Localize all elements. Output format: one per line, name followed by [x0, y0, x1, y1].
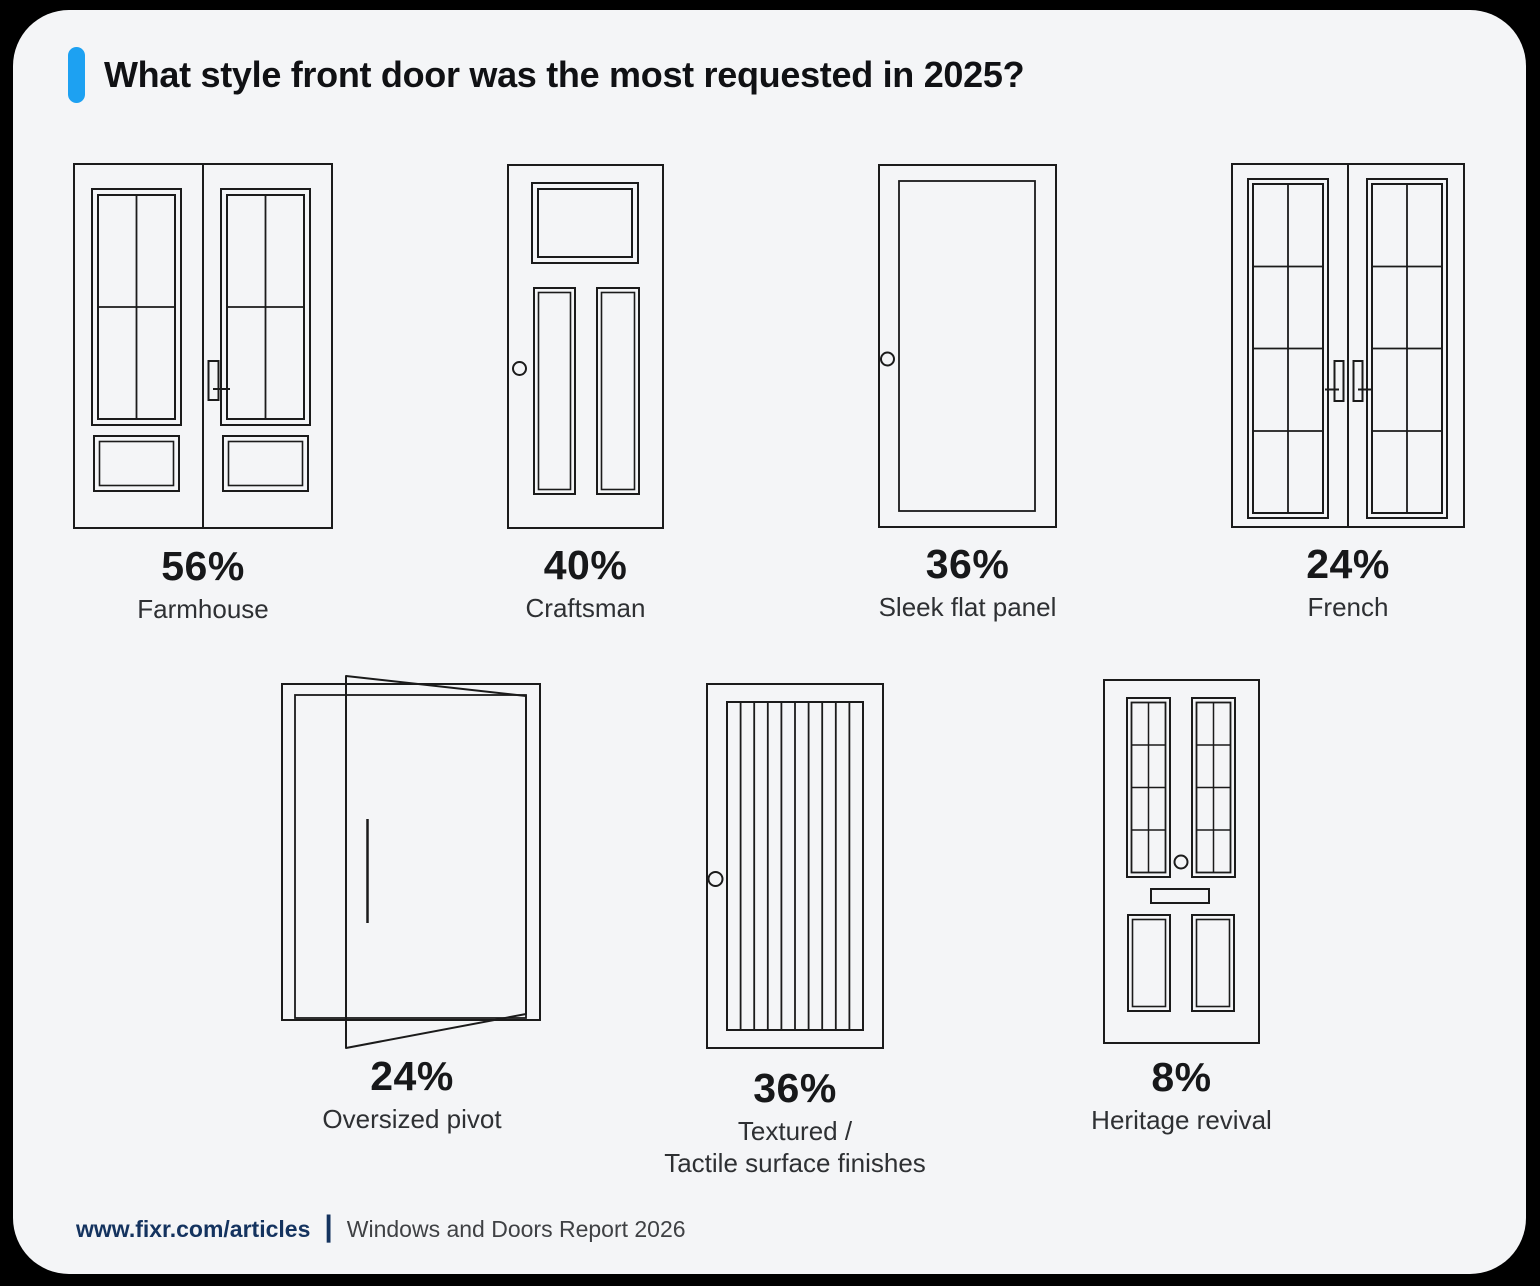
- door-item-craftsman: 40% Craftsman: [507, 164, 664, 625]
- heritage-revival-door-icon: [1103, 679, 1260, 1044]
- sleek-flat-panel-door-icon: [878, 164, 1057, 528]
- footer: www.fixr.com/articles | Windows and Door…: [76, 1210, 686, 1246]
- percent-value: 36%: [753, 1065, 837, 1111]
- door-style-label: Textured / Tactile surface finishes: [664, 1116, 926, 1178]
- french-door-icon: [1231, 163, 1465, 528]
- farmhouse-door-icon: [73, 163, 333, 529]
- door-item-heritage-revival: 8% Heritage revival: [1091, 679, 1272, 1137]
- infographic-card: What style front door was the most reque…: [13, 10, 1526, 1274]
- percent-value: 36%: [925, 541, 1010, 587]
- percent-value: 56%: [161, 543, 245, 589]
- percent-value: 24%: [370, 1053, 454, 1099]
- door-style-label: Sleek flat panel: [878, 592, 1057, 622]
- door-item-french: 24% French: [1231, 163, 1465, 624]
- footer-site-link[interactable]: www.fixr.com/articles: [76, 1215, 311, 1242]
- percent-value: 24%: [1306, 541, 1390, 587]
- door-style-label: French: [1307, 592, 1389, 622]
- footer-report-title: Windows and Doors Report 2026: [346, 1215, 686, 1242]
- craftsman-door-icon: [507, 164, 664, 529]
- door-item-oversized-pivot: 24% Oversized pivot: [281, 675, 543, 1136]
- title-accent-bar: [68, 47, 85, 103]
- door-style-label: Farmhouse: [137, 594, 269, 624]
- door-item-sleek-flat-panel: 36% Sleek flat panel: [878, 164, 1057, 624]
- door-item-textured-tactile: 36% Textured / Tactile surface finishes: [664, 683, 926, 1179]
- page-title: What style front door was the most reque…: [104, 54, 1025, 95]
- footer-separator: |: [324, 1210, 333, 1243]
- oversized-pivot-door-icon: [281, 675, 541, 1049]
- percent-value: 40%: [543, 542, 628, 588]
- textured-door-icon: [706, 683, 884, 1049]
- door-item-farmhouse: 56% Farmhouse: [73, 163, 333, 626]
- door-style-label: Heritage revival: [1091, 1105, 1272, 1135]
- door-style-label: Craftsman: [525, 593, 646, 623]
- door-style-label: Oversized pivot: [322, 1104, 502, 1134]
- header: What style front door was the most reque…: [68, 47, 1025, 103]
- percent-value: 8%: [1151, 1054, 1212, 1100]
